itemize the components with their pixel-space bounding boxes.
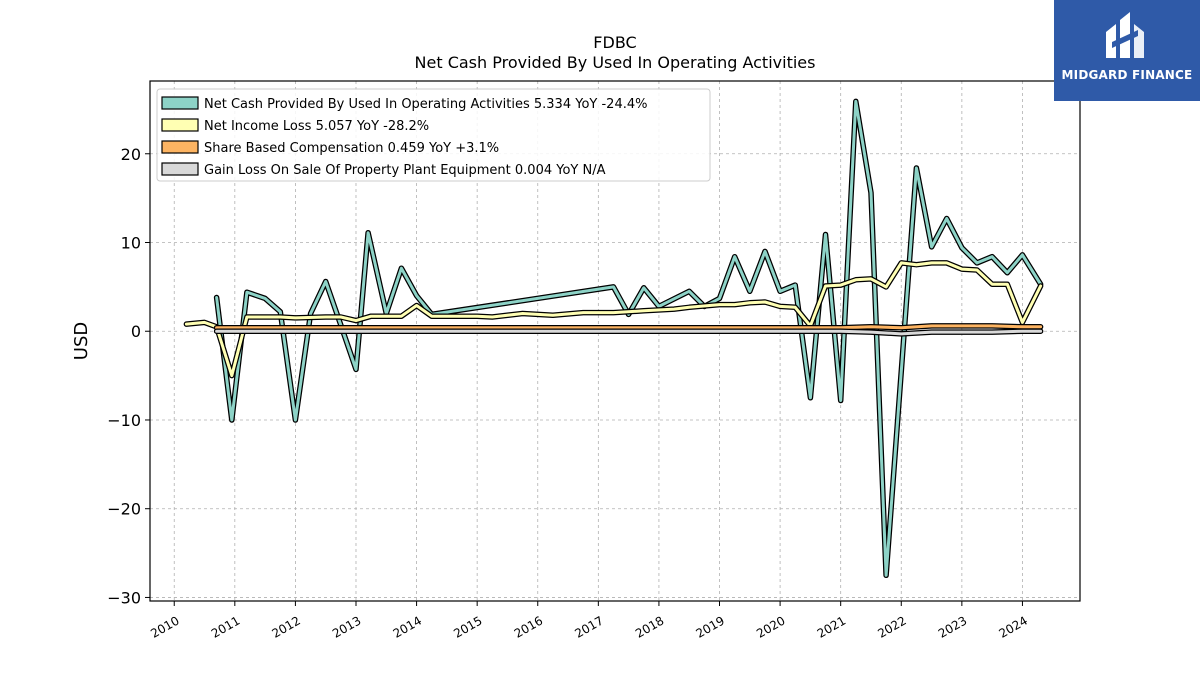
y-tick-label: 20 (121, 145, 141, 164)
x-tick-label: 2020 (754, 613, 787, 640)
x-tick-label: 2015 (451, 613, 484, 640)
x-tick-label: 2010 (148, 613, 181, 640)
x-tick-label: 2013 (330, 613, 363, 640)
legend-entry-1: Net Income Loss 5.057 YoY -28.2% (204, 119, 429, 134)
legend-entry-3: Gain Loss On Sale Of Property Plant Equi… (204, 163, 606, 178)
legend-entry-2: Share Based Compensation 0.459 YoY +3.1% (204, 141, 499, 156)
x-tick-label: 2014 (391, 613, 424, 640)
y-axis-label: USD (71, 322, 92, 360)
x-tick-label: 2012 (269, 613, 302, 640)
y-tick-label: 0 (131, 322, 141, 341)
legend-swatch-2 (161, 140, 199, 154)
series-lines (183, 98, 1044, 579)
x-tick-label: 2019 (694, 613, 727, 640)
legend: Net Cash Provided By Used In Operating A… (156, 88, 711, 182)
legend-box (156, 88, 711, 182)
y-tick-label: −30 (107, 588, 141, 607)
brand-logo: MIDGARD FINANCE (1054, 0, 1200, 101)
plot-frame (149, 80, 1081, 602)
x-tick-label: 2017 (572, 613, 605, 640)
legend-swatch-1 (161, 118, 199, 132)
y-tick-label: 10 (121, 234, 141, 253)
x-tick-label: 2023 (936, 613, 969, 640)
y-tick-label: −20 (107, 500, 141, 519)
legend-swatch-3 (161, 162, 199, 176)
series-line-2 (215, 324, 1043, 330)
legend-entry-0: Net Cash Provided By Used In Operating A… (204, 97, 647, 112)
series-line-0 (215, 99, 1043, 577)
x-tick-label: 2024 (996, 613, 1029, 640)
x-tick-label: 2018 (633, 613, 666, 640)
legend-swatch-0 (161, 96, 199, 110)
y-axis-ticks: 20 10 0 −10 −20 −30 (107, 145, 150, 607)
x-tick-label: 2011 (209, 613, 242, 640)
x-tick-label: 2016 (512, 613, 545, 640)
midgard-logo-icon (1106, 12, 1144, 58)
series-line-3 (215, 329, 1043, 336)
series-line-1 (184, 261, 1043, 378)
x-tick-label: 2022 (875, 613, 908, 640)
y-tick-label: −10 (107, 411, 141, 430)
series-outline-1 (183, 260, 1044, 379)
brand-name: MIDGARD FINANCE (1061, 68, 1193, 82)
x-axis-ticks: 2010 2011 2012 2013 2014 2015 2016 2017 2018 2019… (148, 601, 1030, 641)
chart-title: FDBC (593, 33, 636, 52)
chart-subtitle: Net Cash Provided By Used In Operating A… (415, 53, 816, 72)
x-tick-label: 2021 (815, 613, 848, 640)
